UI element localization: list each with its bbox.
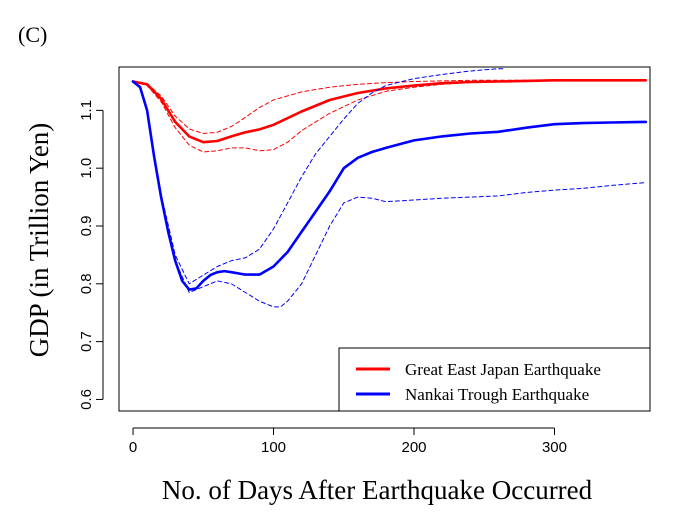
legend-box	[338, 347, 651, 412]
legend-label-great-east-japan: Great East Japan Earthquake	[405, 360, 601, 379]
y-tick-label: 0.6	[78, 389, 95, 410]
y-tick-label: 0.9	[78, 216, 95, 237]
y-tick-label: 0.7	[78, 331, 95, 352]
y-tick-label: 1.1	[78, 100, 95, 121]
series-line-great-east-japan-earthquake-upper-band	[132, 79, 647, 134]
series-line-nankai-trough-earthquake-lower-band	[132, 81, 647, 308]
series-line-great-east-japan-earthquake-lower-band	[132, 79, 647, 153]
y-tick-label: 1.0	[78, 158, 95, 179]
panel-label: (C)	[18, 22, 47, 47]
y-axis-title: GDP (in Trillion Yen)	[24, 123, 54, 358]
axes: 0 100 200 300 0.6 0.7 0.8 0.9 1.0 1.1	[78, 100, 567, 456]
y-tick-label: 0.8	[78, 273, 95, 294]
x-tick-label: 200	[401, 439, 426, 456]
legend: Great East Japan Earthquake Nankai Troug…	[338, 347, 651, 412]
series-layer	[131, 68, 648, 308]
x-tick-label: 100	[261, 439, 286, 456]
series-line-nankai-trough-earthquake-upper-band	[132, 68, 506, 285]
x-tick-label: 300	[542, 439, 567, 456]
series-line-nankai-trough-earthquake	[131, 80, 648, 291]
legend-label-nankai-trough: Nankai Trough Earthquake	[405, 385, 589, 404]
x-tick-label: 0	[129, 439, 137, 456]
x-axis-title: No. of Days After Earthquake Occurred	[162, 475, 593, 505]
